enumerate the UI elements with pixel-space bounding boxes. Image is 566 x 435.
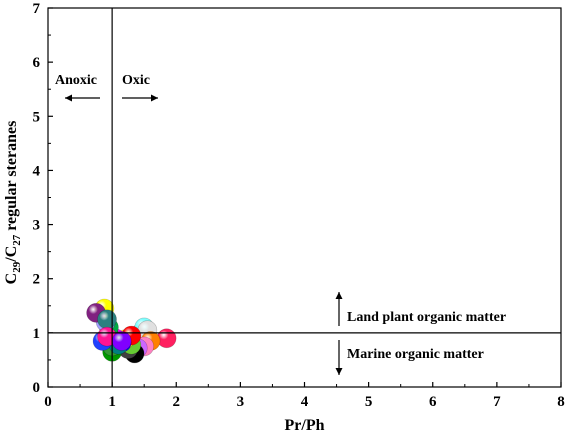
y-tick-label: 0 bbox=[33, 380, 41, 396]
x-tick-label: 1 bbox=[108, 394, 116, 410]
arrow-marine-head bbox=[335, 368, 343, 375]
x-tick-label: 7 bbox=[493, 394, 501, 410]
y-axis-label-c: C bbox=[3, 273, 20, 285]
x-tick-label: 0 bbox=[44, 394, 52, 410]
y-axis-label: C29/C27 regular steranes bbox=[3, 121, 23, 285]
annotation-anoxic: Anoxic bbox=[55, 73, 97, 88]
y-axis-label-slash: /C bbox=[3, 246, 20, 263]
data-points bbox=[86, 298, 177, 364]
x-tick-label: 8 bbox=[557, 394, 565, 410]
annotation-land-plant: Land plant organic matter bbox=[347, 310, 506, 325]
x-tick-label: 5 bbox=[365, 394, 373, 410]
x-tick-label: 2 bbox=[173, 394, 181, 410]
data-point bbox=[111, 331, 132, 351]
y-axis-label-sub-29: 29 bbox=[11, 261, 23, 273]
arrow-anoxic-head bbox=[65, 94, 72, 102]
y-tick-label: 1 bbox=[33, 326, 41, 342]
data-point bbox=[97, 309, 117, 330]
x-axis-label: Pr/Ph bbox=[285, 417, 325, 434]
x-tick-label: 3 bbox=[237, 394, 245, 410]
axis-ticks: 0 1 2 3 4 5 6 7 8 0 1 2 3 4 5 6 7 bbox=[33, 1, 565, 410]
annotation-marine: Marine organic matter bbox=[347, 347, 484, 362]
x-tick-label: 4 bbox=[301, 394, 309, 410]
x-tick-label: 6 bbox=[429, 394, 437, 410]
annotation-arrows bbox=[65, 94, 343, 375]
arrow-oxic-head bbox=[151, 94, 158, 102]
y-tick-label: 4 bbox=[33, 163, 41, 179]
y-axis-label-rest: regular steranes bbox=[3, 121, 20, 235]
arrow-land-plant-head bbox=[335, 292, 343, 299]
y-tick-label: 3 bbox=[33, 218, 41, 234]
annotation-oxic: Oxic bbox=[122, 73, 150, 88]
y-tick-label: 6 bbox=[33, 55, 41, 71]
y-tick-label: 5 bbox=[33, 109, 41, 125]
y-tick-label: 2 bbox=[33, 272, 41, 288]
y-axis-label-sub-27: 27 bbox=[11, 234, 23, 246]
y-tick-label: 7 bbox=[33, 1, 41, 17]
